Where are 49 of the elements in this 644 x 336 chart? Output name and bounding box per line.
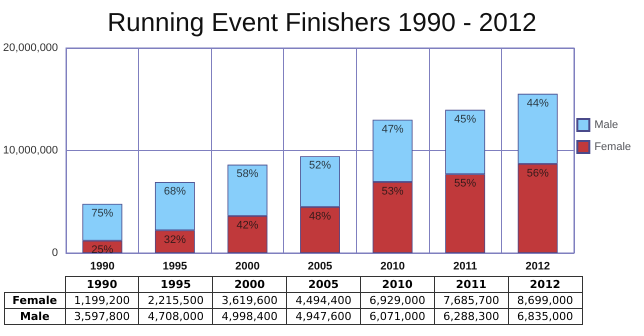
annotation: 44% xyxy=(526,97,549,110)
data-label: 3,597,800 xyxy=(65,308,139,324)
y-tick-label: 0 xyxy=(52,247,58,259)
data-label: 8,699,000 xyxy=(508,292,582,308)
annotation: 75% xyxy=(91,207,114,220)
category-label: 2000 xyxy=(234,278,265,291)
chart-title: Running Event Finishers 1990 - 2012 xyxy=(107,7,537,37)
category-label: 1995 xyxy=(160,278,192,291)
x-tick-label: 2012 xyxy=(525,260,550,272)
data-label: 2,215,500 xyxy=(138,292,213,308)
x-tick-label: 2005 xyxy=(308,260,332,272)
annotation: 56% xyxy=(526,167,549,180)
annotation: 48% xyxy=(309,210,332,222)
legend-label: Female xyxy=(594,141,632,153)
category-label: 2011 xyxy=(456,278,487,291)
data-label: 4,494,400 xyxy=(286,292,360,308)
annotation: 45% xyxy=(454,113,476,126)
annotation: 42% xyxy=(236,219,259,232)
x-tick-label: 1995 xyxy=(162,260,188,272)
data-label: 6,071,000 xyxy=(360,308,434,324)
data-label: 6,929,000 xyxy=(360,292,434,308)
annotation: 32% xyxy=(164,234,186,246)
category-label: 2012 xyxy=(530,278,560,291)
annotation: 47% xyxy=(382,123,404,136)
data-label: 6,288,300 xyxy=(434,308,508,324)
y-tick-label: 20,000,000 xyxy=(2,42,58,54)
data-label: 4,998,400 xyxy=(212,308,287,324)
text: Male xyxy=(20,310,50,323)
data-label: 4,947,600 xyxy=(286,308,360,324)
data-label: 7,685,700 xyxy=(434,292,508,308)
y-tick-label: 10,000,000 xyxy=(2,144,58,156)
x-tick-label: 1990 xyxy=(90,260,115,272)
data-label: 3,619,600 xyxy=(212,292,287,308)
data-label: 6,835,000 xyxy=(508,308,582,324)
annotation: 53% xyxy=(382,185,404,198)
annotation: 55% xyxy=(454,178,476,190)
x-tick-label: 2010 xyxy=(380,260,405,272)
category-label: 2010 xyxy=(382,278,413,291)
category-label: 1990 xyxy=(86,278,118,291)
legend-label: Male xyxy=(594,119,618,131)
x-tick-label: 2011 xyxy=(453,260,478,272)
category-label: 2005 xyxy=(308,278,339,291)
annotation: 68% xyxy=(164,186,186,198)
annotation: 52% xyxy=(309,160,332,172)
x-tick-label: 2000 xyxy=(235,260,260,272)
annotation: 58% xyxy=(236,168,259,180)
data-label: 4,708,000 xyxy=(138,308,213,324)
text: Female xyxy=(12,294,58,307)
data-label: 1,199,200 xyxy=(65,292,139,308)
